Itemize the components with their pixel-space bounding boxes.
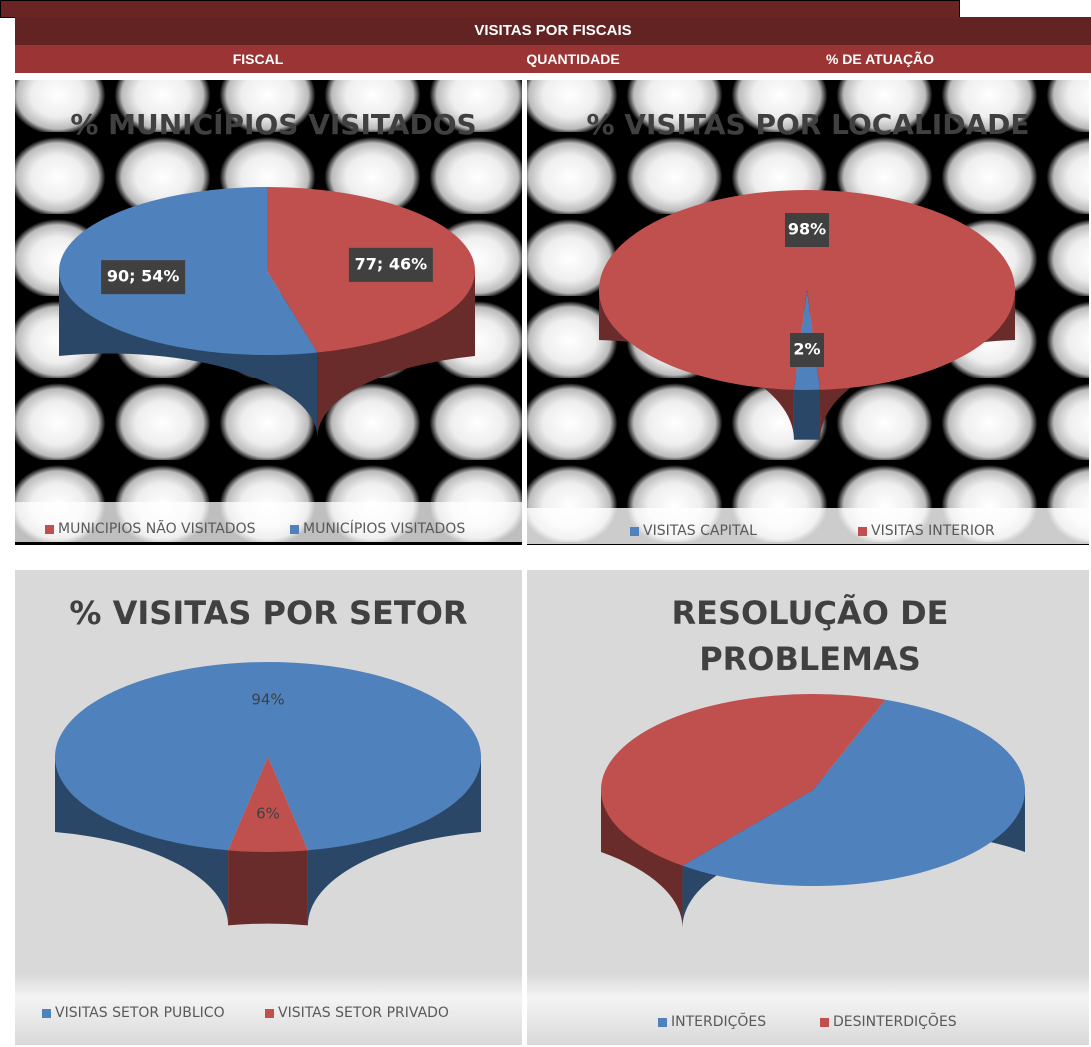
pie-slice [601,693,886,866]
legend-label: VISITAS SETOR PRIVADO [278,1005,449,1021]
legend-swatch [45,524,54,534]
chart-title: % VISITAS POR LOCALIDADE [586,108,1030,141]
chart-title: RESOLUÇÃO DE PROBLEMAS [671,594,949,679]
pie-slice [682,699,1025,886]
header-title: VISITAS POR FISCAIS [15,17,1091,45]
pie-slice [55,662,482,851]
legend-label: MUNICÍPIOS VISITADOS [303,521,466,537]
column: FISCAL [232,51,284,67]
data-label: 77; 46% [355,254,428,273]
label-box [101,260,186,295]
data-label: 94% [251,691,284,709]
pie-side [793,389,821,440]
pie-slice [228,757,308,852]
data-label: 90; 54% [107,267,180,286]
legend-swatch [858,526,867,536]
pie-slice [58,187,318,355]
legend-entry: VISITAS SETOR PRIVADO [265,1004,449,1022]
legend-swatch [658,1017,667,1027]
label-box [348,247,433,282]
legend-band [527,508,1089,544]
legend-swatch [290,524,299,534]
legend-entry: INTERDIÇÕES [658,1013,766,1031]
header-columns: FISCAL QUANTIDADE % DE ATUAÇÃO [15,45,1091,73]
data-label: 98% [788,220,826,239]
label-box [790,333,824,367]
legend-label: MUNICIPIOS NÃO VISITADOS [58,521,256,537]
legend-swatch [630,526,639,536]
pie-side [228,848,308,926]
column: QUANTIDADE [526,51,620,67]
legend-label: VISITAS CAPITAL [643,523,757,539]
data-label: 6% [256,805,280,823]
legend-entry: MUNICIPIOS NÃO VISITADOS [45,520,255,538]
legend-entry: VISITAS SETOR PUBLICO [42,1004,225,1022]
data-label: 2% [793,340,820,359]
legend-swatch [265,1008,274,1018]
legend-label: DESINTERDIÇÕES [833,1014,957,1030]
legend-label: VISITAS INTERIOR [871,523,995,539]
legend-label: VISITAS SETOR PUBLICO [55,1005,225,1021]
column: % DE ATUAÇÃO [825,51,935,67]
legend-entry: DESINTERDIÇÕES [820,1013,957,1031]
legend-entry: VISITAS CAPITAL [630,522,757,540]
legend-entry: MUNICÍPIOS VISITADOS [290,520,465,538]
legend-swatch [42,1008,51,1018]
legend-band [15,502,522,542]
legend-swatch [820,1017,829,1027]
legend-label: INTERDIÇÕES [671,1014,767,1030]
legend-entry: VISITAS INTERIOR [858,522,995,540]
chart-title: % MUNICÍPIOS VISITADOS [70,108,477,141]
chart-title: % VISITAS POR SETOR [69,594,468,632]
pie-slice [599,190,1016,390]
label-box [785,213,829,247]
